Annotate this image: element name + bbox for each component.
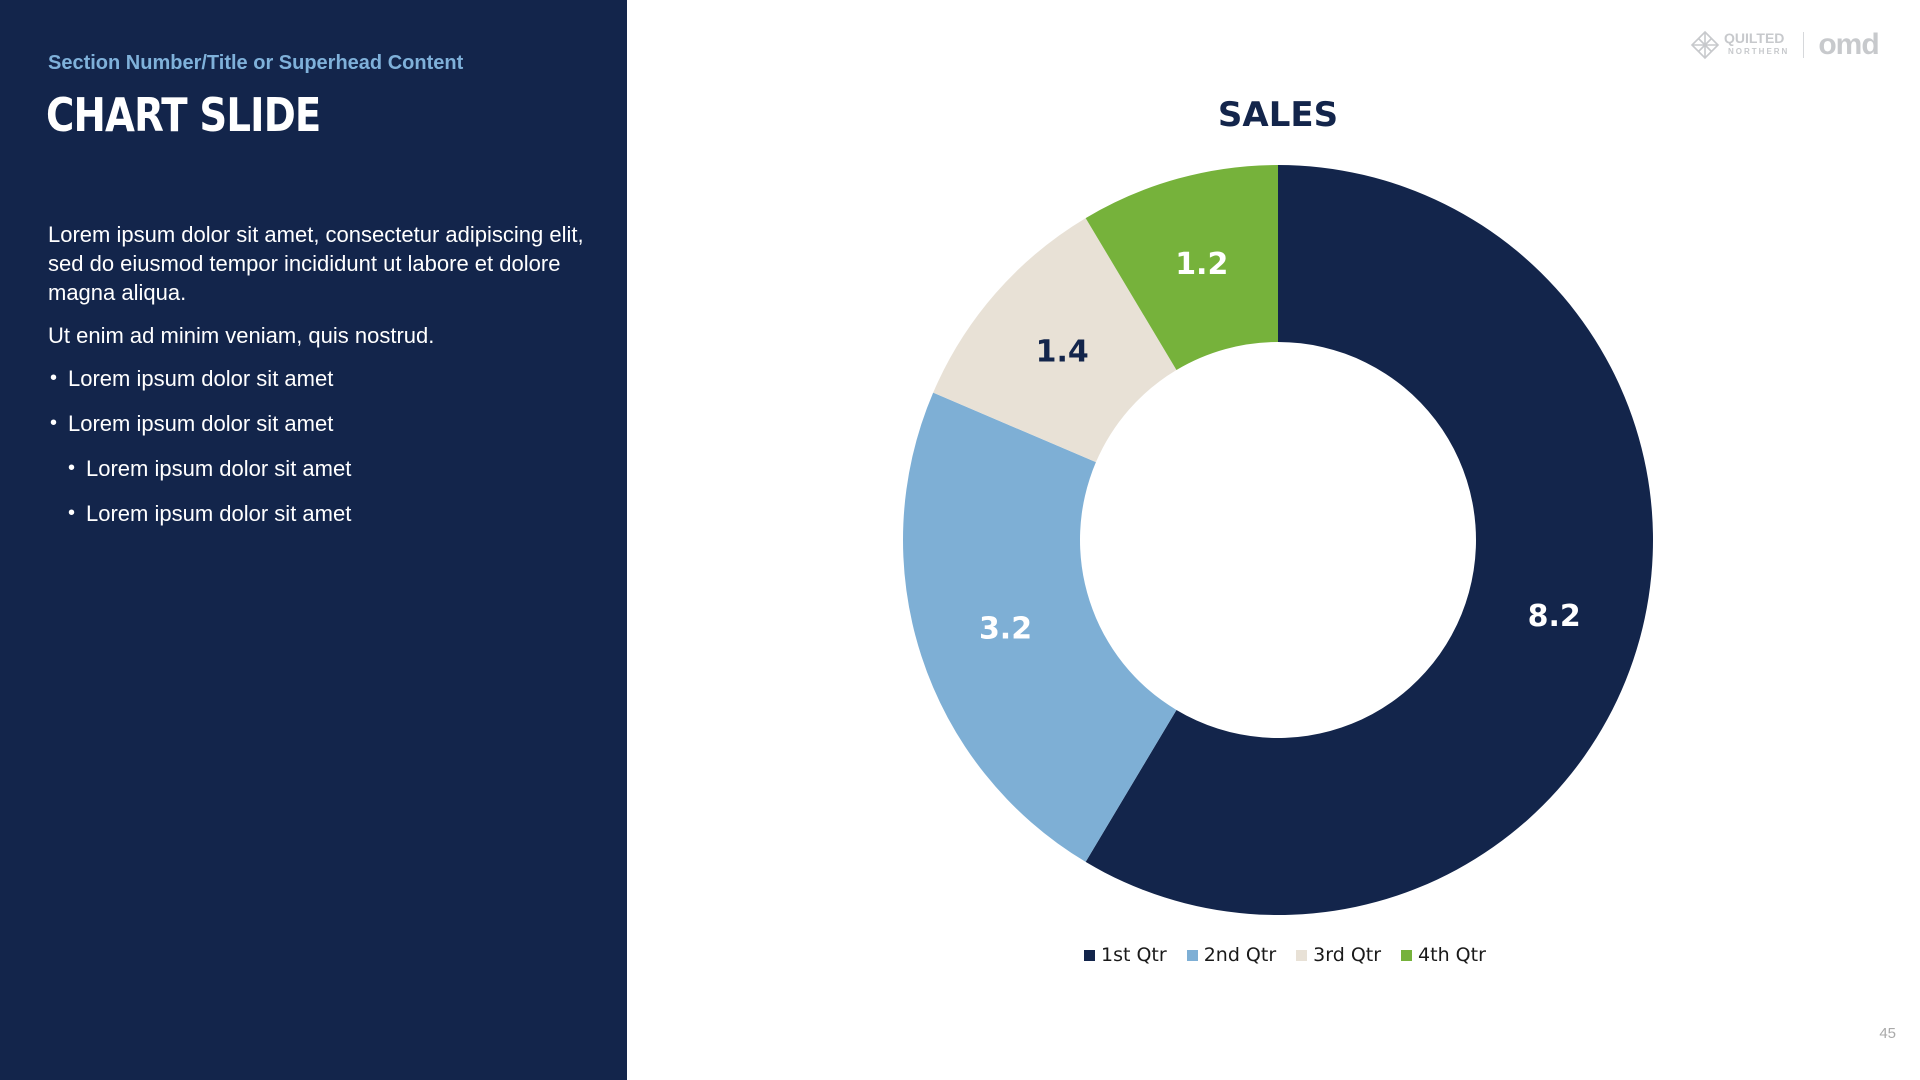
data-label-4: 1.2 [1175, 247, 1228, 282]
bullet-item: Lorem ipsum dolor sit amet [48, 409, 588, 438]
brand-logo: QUILTED NORTHERN omd [1690, 28, 1900, 62]
legend-label: 1st Qtr [1101, 944, 1167, 966]
body-text: Lorem ipsum dolor sit amet, consectetur … [48, 220, 588, 544]
bullet-item-level2: Lorem ipsum dolor sit amet [66, 454, 588, 483]
donut-slice-2 [903, 392, 1177, 862]
legend-label: 3rd Qtr [1313, 944, 1382, 966]
chart-data-labels: 8.2 3.2 1.4 1.2 [979, 247, 1581, 647]
slide-title: CHART SLIDE [46, 88, 321, 142]
legend-swatch [1186, 949, 1198, 961]
donut-slice-1 [1085, 165, 1653, 916]
body-paragraph-1: Lorem ipsum dolor sit amet, consectetur … [48, 222, 584, 305]
legend-label: 4th Qtr [1418, 944, 1486, 966]
logo-wordmark: QUILTED NORTHERN [1724, 30, 1790, 58]
donut-slice-4 [1085, 165, 1278, 371]
chart-title: SALES [1218, 95, 1338, 135]
omd-logo: omd [1818, 28, 1879, 61]
donut-slice-3 [933, 218, 1177, 463]
logo-text-sub: NORTHERN [1728, 47, 1790, 56]
data-label-3: 1.4 [1036, 335, 1089, 370]
bullet-item-level2: Lorem ipsum dolor sit amet [66, 499, 588, 528]
legend-swatch [1401, 949, 1413, 961]
bullet-list: Lorem ipsum dolor sit amet Lorem ipsum d… [48, 364, 588, 528]
left-panel: Section Number/Title or Superhead Conten… [0, 0, 627, 1080]
legend-swatch [1296, 949, 1308, 961]
quilt-diamond-icon [1690, 30, 1720, 60]
page-number: 45 [1879, 1025, 1896, 1042]
body-paragraph-2: Ut enim ad minim veniam, quis nostrud. [48, 323, 435, 348]
logo-text-main: QUILTED [1724, 30, 1785, 46]
bullet-item: Lorem ipsum dolor sit amet [48, 364, 588, 393]
legend-item: 4th Qtr [1401, 944, 1486, 966]
legend-item: 3rd Qtr [1296, 944, 1381, 966]
legend-item: 2nd Qtr [1186, 944, 1277, 966]
logo-divider [1803, 32, 1805, 58]
chart-legend: 1st Qtr 2nd Qtr 3rd Qtr 4th Qtr [1084, 944, 1486, 966]
data-label-2: 3.2 [979, 612, 1032, 647]
donut-chart: SALES 8.2 3.2 1.4 1.2 [903, 95, 1653, 916]
superhead: Section Number/Title or Superhead Conten… [48, 52, 464, 74]
chart-slices [903, 165, 1653, 916]
data-label-1: 8.2 [1528, 599, 1581, 634]
legend-label: 2nd Qtr [1203, 944, 1277, 966]
legend-swatch [1084, 949, 1095, 961]
legend-item: 1st Qtr [1084, 944, 1167, 966]
